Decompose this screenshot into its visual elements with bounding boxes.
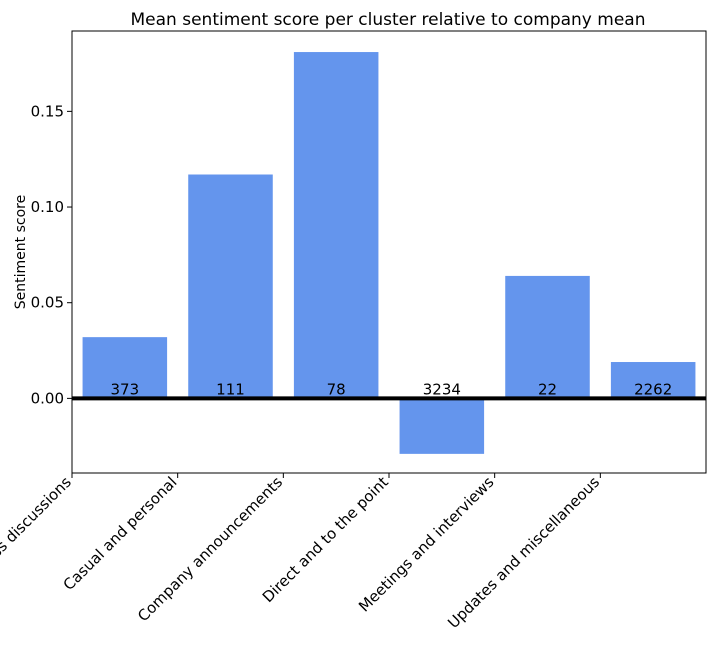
bar-6: [610, 362, 696, 399]
bars-group: [82, 52, 696, 454]
bar-count-label: 111: [216, 380, 245, 398]
plot-frame: [71, 30, 707, 474]
bar-2: [188, 174, 273, 399]
x-tick-label: Casual and personal: [60, 473, 181, 594]
y-tick-label: 0.15: [31, 102, 64, 120]
bar-count-label: 373: [111, 380, 140, 398]
y-axis: 0.00 0.05 0.10 0.15: [31, 102, 72, 407]
bar-count-label: 22: [538, 380, 557, 398]
chart-title: Mean sentiment score per cluster relativ…: [131, 10, 646, 30]
bar-5: [505, 275, 590, 399]
y-tick-label: 0.10: [31, 198, 64, 216]
bar-count-label: 2262: [634, 380, 672, 398]
bar-count-label: 3234: [423, 380, 461, 398]
bar-1: [82, 337, 168, 399]
count-labels-group: 373 111 78 3234 22 2262: [111, 380, 673, 398]
y-axis-label: Sentiment score: [13, 195, 29, 309]
bar-count-label: 78: [327, 380, 346, 398]
bar-3: [293, 52, 379, 399]
bar-4: [399, 398, 485, 454]
y-tick-label: 0.05: [31, 294, 64, 312]
y-tick-label: 0.00: [31, 389, 64, 407]
